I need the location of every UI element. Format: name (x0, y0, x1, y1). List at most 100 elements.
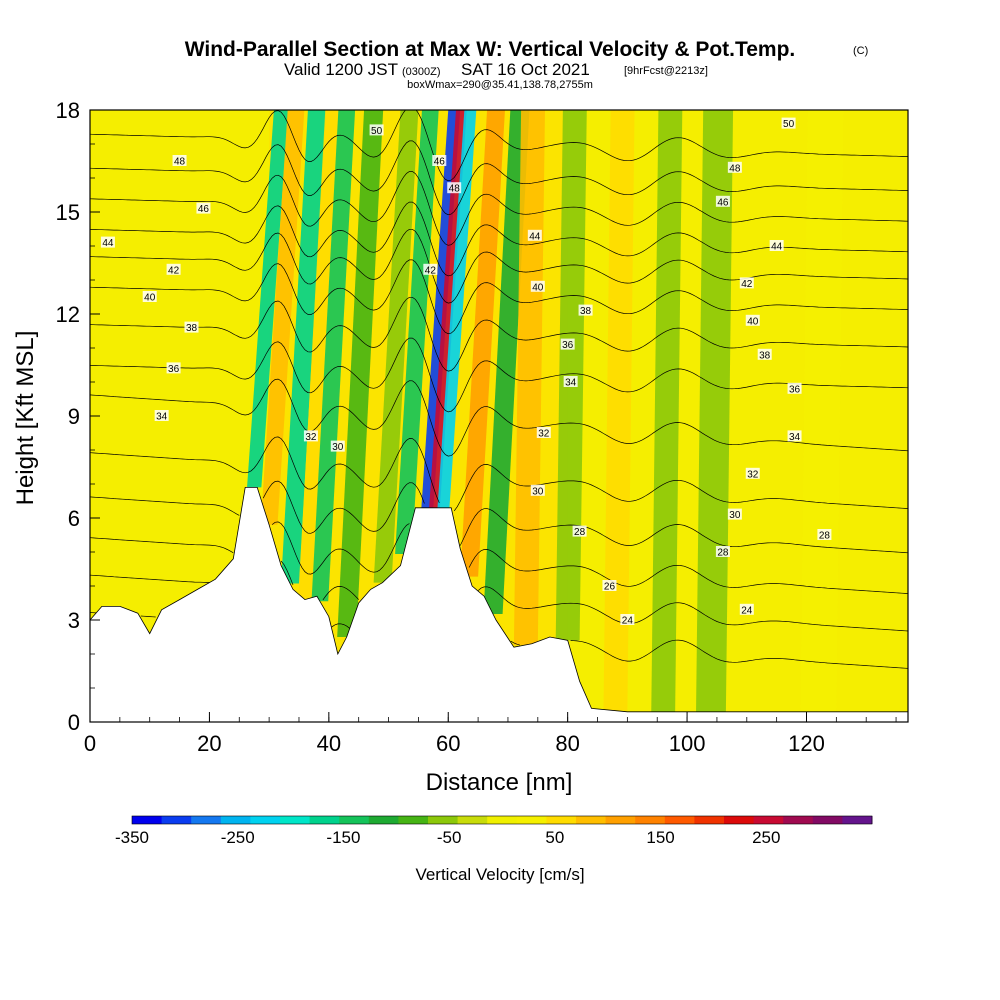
contour-label-bg (303, 430, 318, 442)
chart-title: Wind-Parallel Section at Max W: Vertical… (185, 38, 796, 61)
colorbar-swatch (339, 816, 370, 824)
contour-label: 40 (532, 282, 544, 293)
contour-label: 50 (783, 119, 795, 130)
contour-label: 26 (604, 582, 616, 593)
contour-label-group: 36 (560, 338, 575, 351)
colorbar-title: Vertical Velocity [cm/s] (415, 865, 584, 884)
contour-label-bg (423, 263, 438, 275)
contour-label: 24 (741, 605, 753, 616)
contour-label-bg (184, 321, 199, 333)
contour-label-bg (563, 376, 578, 387)
contour-label: 24 (622, 616, 634, 627)
colorbar-tick-label: -50 (437, 828, 462, 847)
contour-label-group: 28 (715, 546, 730, 559)
contour-label-group: 32 (536, 427, 551, 440)
contour-label-bg (727, 161, 742, 173)
colorbar-swatch (398, 816, 429, 824)
contour-label: 34 (565, 378, 577, 389)
contour-label-group: 44 (527, 229, 542, 242)
velocity-band (460, 110, 505, 577)
velocity-band (696, 110, 734, 712)
contour-label: 28 (574, 527, 586, 538)
colorbar: -350 -250 -150 -50 50 150 250 (115, 815, 873, 847)
contour-label-group: 48 (447, 182, 462, 195)
colorbar-swatch (280, 816, 311, 824)
isentrope-line (90, 171, 908, 246)
isentrope-line (90, 337, 908, 413)
contour-label-group: 26 (602, 580, 617, 593)
velocity-band (483, 110, 530, 615)
contour-label-bg (578, 304, 593, 316)
contour-label-bg (769, 240, 784, 251)
contour-label-group: 46 (715, 195, 730, 208)
isentrope-line (90, 259, 908, 335)
contour-label: 32 (305, 432, 317, 443)
contour-label-group: 40 (745, 314, 760, 327)
x-axis-title: Distance [nm] (426, 769, 573, 796)
contour-label-bg (715, 195, 730, 207)
x-tick-label: 60 (436, 731, 460, 756)
contour-label-bg (142, 291, 157, 302)
velocity-band (247, 110, 289, 488)
valid-time-prefix: Valid 1200 JST (284, 60, 398, 79)
isentrope-line (90, 521, 908, 594)
x-tick-label: 20 (197, 731, 221, 756)
isentrope-line (90, 378, 908, 457)
colorbar-frame (131, 815, 873, 825)
contour-label: 32 (747, 469, 759, 480)
contour-label-group: 28 (817, 529, 832, 542)
contour-label-group: 30 (530, 484, 545, 497)
colorbar-tick-label: 250 (752, 828, 780, 847)
contour-label: 48 (729, 163, 741, 174)
contour-label: 42 (425, 265, 437, 276)
colorbar-swatch (605, 816, 636, 824)
colorbar-swatch (457, 816, 488, 824)
contour-label-group: 36 (166, 362, 181, 375)
colorbar-swatch (576, 816, 607, 824)
contour-label-group: 30 (330, 440, 345, 453)
colorbar-swatch (635, 816, 666, 824)
contour-label-bg (560, 338, 575, 350)
valid-time-date: SAT 16 Oct 2021 (461, 60, 590, 79)
y-tick-label: 15 (56, 200, 80, 225)
contour-label: 30 (332, 442, 344, 453)
contour-label-group: 36 (787, 382, 802, 395)
colorbar-swatch (487, 816, 518, 824)
contour-label-group: 46 (432, 155, 447, 168)
contour-label-bg (781, 117, 796, 129)
contour-label-group: 32 (745, 467, 760, 480)
contour-label: 32 (538, 429, 550, 440)
contour-label-group: 38 (578, 304, 593, 317)
contour-label: 30 (532, 486, 544, 497)
colorbar-swatch (191, 816, 222, 824)
contour-label: 38 (759, 350, 771, 361)
velocity-band (337, 110, 384, 637)
isentrope-line (90, 228, 908, 304)
colorbar-swatch (664, 816, 695, 824)
contour-label-group: 34 (787, 430, 802, 443)
colorbar-tick-label: -250 (221, 828, 255, 847)
contour-label-bg (166, 362, 181, 374)
y-axis: 0 3 6 9 12 15 18 (56, 98, 100, 735)
colorbar-tick-label: 150 (646, 828, 674, 847)
contour-label-group: 24 (739, 603, 754, 616)
colorbar-swatch (161, 816, 192, 824)
velocity-band (260, 110, 305, 525)
velocity-band (281, 110, 326, 584)
colorbar-tick-label: -350 (115, 828, 149, 847)
contour-label-group: 30 (727, 508, 742, 521)
contour-label: 34 (789, 432, 801, 443)
colorbar-swatch (842, 816, 873, 824)
contour-label-group: 24 (620, 614, 635, 627)
contour-label-group: 42 (739, 277, 754, 290)
contour-label: 36 (168, 364, 180, 375)
x-tick-label: 40 (317, 731, 341, 756)
contour-label: 44 (771, 242, 783, 253)
contour-label-bg (530, 484, 545, 496)
contour-label-bg (787, 430, 802, 442)
contour-label: 48 (449, 184, 461, 195)
contour-label: 44 (529, 231, 541, 242)
y-tick-label: 3 (68, 608, 80, 633)
contour-label: 48 (174, 157, 186, 168)
chart-title-tag: (C) (853, 45, 868, 57)
